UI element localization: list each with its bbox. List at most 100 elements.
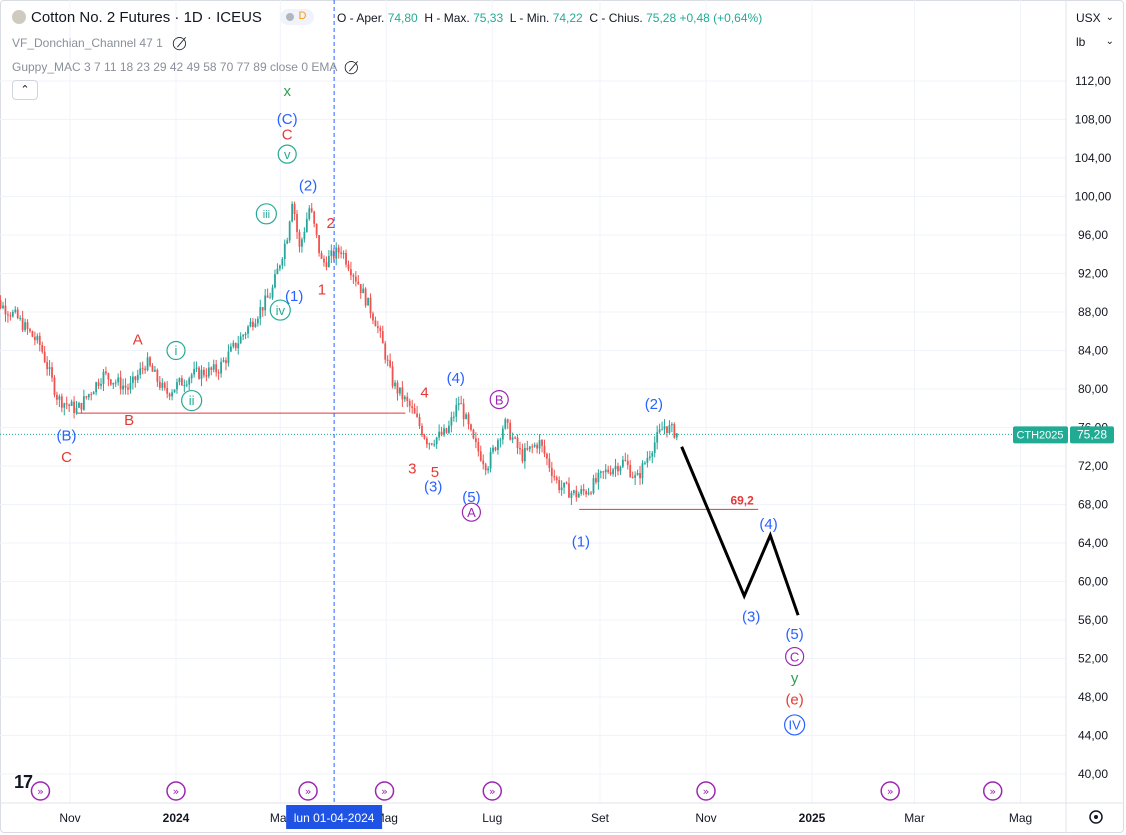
candle-body bbox=[612, 469, 614, 475]
market-status-pill[interactable]: D bbox=[279, 9, 314, 25]
arrow-circle-icon[interactable] bbox=[982, 781, 1003, 801]
arrow-circle-icon[interactable] bbox=[166, 781, 186, 801]
candle-body bbox=[183, 384, 186, 386]
price-tick-label: 68,00 bbox=[1078, 498, 1108, 512]
candle-body bbox=[452, 416, 455, 418]
candle-body bbox=[171, 392, 173, 397]
indicator-guppy[interactable]: Guppy_MAC 3 7 11 18 23 29 42 49 58 70 77… bbox=[12, 59, 359, 75]
time-tick-label: Set bbox=[591, 811, 610, 825]
candle-body bbox=[631, 476, 634, 478]
candle-body bbox=[489, 451, 492, 469]
arrow-circle-icon[interactable] bbox=[696, 781, 716, 801]
currency-select[interactable]: USX ⌄ bbox=[1070, 8, 1118, 28]
candle-body bbox=[501, 428, 504, 440]
event-markers[interactable]: » » » » » » » » bbox=[30, 781, 1003, 801]
candle-body bbox=[232, 342, 235, 347]
candle-body bbox=[154, 369, 156, 372]
indicator-guppy-label: Guppy_MAC 3 7 11 18 23 29 42 49 58 70 77… bbox=[12, 60, 337, 74]
candle-body bbox=[212, 364, 215, 370]
horizontal-levels: 69,2 bbox=[76, 412, 759, 510]
level-label: 69,2 bbox=[730, 493, 754, 507]
gear-icon-center bbox=[1094, 815, 1098, 819]
open-value: 74,80 bbox=[387, 11, 418, 25]
candle-body bbox=[433, 444, 436, 446]
candle-body bbox=[394, 382, 396, 387]
candle-body bbox=[131, 376, 134, 384]
eye-off-icon[interactable]: ◯̸ bbox=[172, 35, 187, 50]
candle-body bbox=[621, 459, 624, 467]
candle-body bbox=[607, 469, 610, 473]
candle-body bbox=[474, 438, 477, 443]
candle-body bbox=[261, 307, 264, 311]
candle-body bbox=[411, 406, 414, 408]
candle-body bbox=[335, 247, 338, 259]
candle-body bbox=[90, 394, 93, 396]
candle-body bbox=[237, 343, 240, 349]
gear-icon[interactable] bbox=[1089, 810, 1103, 824]
candle-body bbox=[190, 374, 193, 379]
candle-body bbox=[563, 482, 565, 488]
time-tick-label: Mar bbox=[270, 811, 291, 825]
candle-body bbox=[117, 377, 120, 383]
candle-body bbox=[499, 439, 502, 441]
price-tick-label: 92,00 bbox=[1078, 267, 1108, 281]
candle-body bbox=[286, 240, 289, 244]
settings-button[interactable] bbox=[1089, 810, 1103, 824]
eye-off-icon[interactable]: ◯̸ bbox=[344, 59, 359, 74]
price-tick-label: 100,00 bbox=[1075, 190, 1112, 204]
wave-label: (1) bbox=[285, 288, 303, 305]
candle-body bbox=[14, 309, 17, 312]
price-tick-label: 80,00 bbox=[1078, 382, 1108, 396]
arrow-circle-icon[interactable] bbox=[30, 781, 51, 801]
candle-body bbox=[222, 360, 225, 362]
candle-body bbox=[465, 414, 467, 420]
candle-body bbox=[506, 419, 509, 423]
candle-body bbox=[178, 378, 181, 383]
candle-body bbox=[487, 468, 490, 471]
indicator-donchian[interactable]: VF_Donchian_Channel 47 1 ◯̸ bbox=[12, 35, 187, 51]
crosshair-date-label: lun 01-04-2024 bbox=[294, 811, 375, 825]
tradingview-logo[interactable]: 17 bbox=[14, 772, 33, 792]
wave-label: 1 bbox=[318, 281, 326, 298]
candle-body bbox=[514, 437, 516, 439]
candle-body bbox=[644, 462, 646, 464]
collapse-legend-button[interactable]: ⌃ bbox=[12, 80, 38, 100]
candle-body bbox=[509, 422, 512, 440]
candle-body bbox=[225, 360, 227, 364]
arrow-circle-icon[interactable] bbox=[880, 781, 900, 801]
candle-body bbox=[658, 429, 661, 433]
candle-body bbox=[298, 232, 301, 247]
candle-body bbox=[639, 472, 641, 479]
chart-header: Cotton No. 2 Futures · 1D · ICEUS D bbox=[12, 9, 314, 26]
price-axis[interactable]: 112,00 108,00 104,00 100,00 96,00 92,00 88,00 8… bbox=[1075, 74, 1112, 781]
candle-body bbox=[19, 317, 22, 319]
unit-select[interactable]: lb ⌄ bbox=[1070, 32, 1118, 52]
candle-body bbox=[634, 475, 637, 478]
wave-label: v bbox=[284, 147, 291, 162]
arrow-circle-icon[interactable] bbox=[298, 781, 318, 801]
candle-body bbox=[425, 438, 428, 445]
candle-body bbox=[340, 252, 343, 254]
candle-body bbox=[440, 431, 443, 436]
candle-body bbox=[109, 379, 112, 385]
candle-body bbox=[467, 414, 470, 425]
candle-body bbox=[234, 342, 237, 349]
candle-body bbox=[504, 419, 507, 429]
arrow-circle-icon[interactable] bbox=[374, 781, 395, 801]
candle-body bbox=[276, 268, 279, 275]
arrow-circle-icon[interactable] bbox=[482, 781, 503, 801]
candle-body bbox=[646, 457, 649, 463]
candle-body bbox=[105, 371, 107, 374]
candle-body bbox=[102, 371, 105, 384]
candle-body bbox=[271, 287, 274, 298]
symbol-title[interactable]: Cotton No. 2 Futures · 1D · ICEUS bbox=[31, 9, 262, 26]
candle-body bbox=[16, 309, 19, 319]
close-value: 75,28 bbox=[646, 11, 677, 25]
unit-value: lb bbox=[1076, 35, 1086, 49]
price-tick-label: 96,00 bbox=[1078, 228, 1108, 242]
time-axis[interactable]: Nov 2024 Mar Mag Lug Set Nov 2025 Mar Mag bbox=[59, 811, 1032, 825]
candle-body bbox=[572, 490, 575, 493]
wave-label: (3) bbox=[424, 479, 442, 496]
